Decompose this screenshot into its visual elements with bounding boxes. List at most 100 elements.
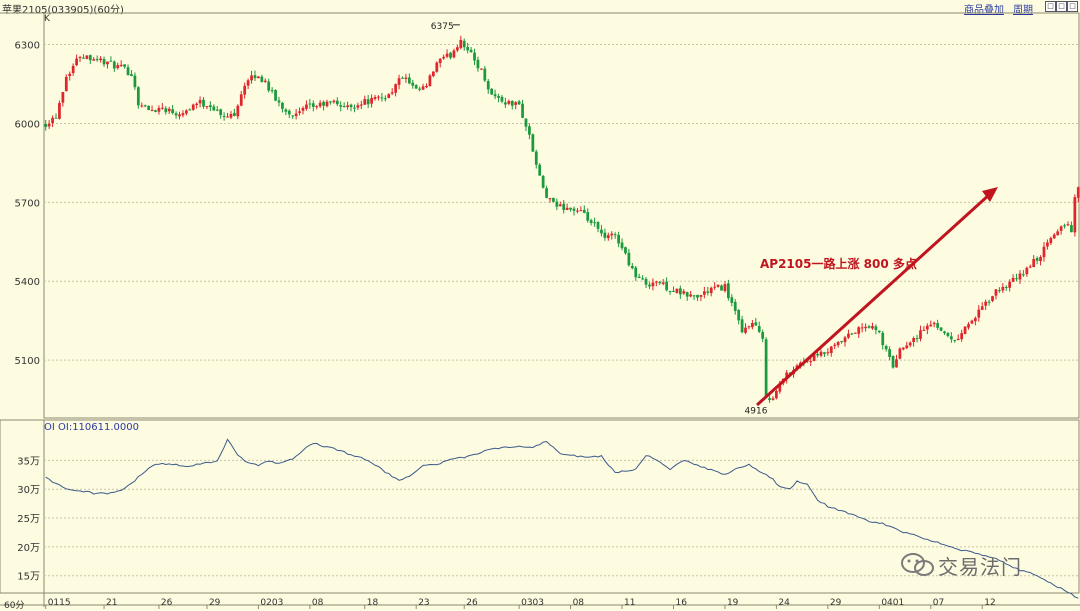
- candle-body: [661, 282, 665, 284]
- candle-body: [706, 291, 710, 293]
- candle-body: [442, 56, 446, 59]
- candle-body: [68, 73, 72, 77]
- candle-body: [497, 96, 500, 98]
- candle-body: [95, 59, 99, 61]
- candle-body: [678, 288, 682, 295]
- candle-body: [284, 109, 288, 112]
- candle-body: [538, 164, 542, 176]
- candle-body: [775, 390, 778, 399]
- candle-body: [174, 113, 178, 116]
- candle-body: [685, 292, 689, 297]
- x-tick-label: 16: [675, 598, 687, 608]
- window-restore-button[interactable]: □: [1045, 1, 1056, 12]
- candle-body: [239, 94, 243, 106]
- candle-body: [160, 107, 164, 109]
- candle-body: [109, 60, 113, 62]
- candle-body: [428, 75, 432, 87]
- candle-body: [654, 281, 658, 283]
- candle-body: [716, 284, 720, 287]
- candle-body: [209, 105, 212, 108]
- candle-body: [754, 322, 758, 326]
- candle-body: [1076, 187, 1080, 198]
- candle-body: [589, 220, 593, 224]
- rally-annotation: AP2105一路上涨 800 多点: [760, 257, 917, 271]
- period-link[interactable]: 周期: [1013, 5, 1033, 16]
- candle-body: [459, 39, 463, 49]
- window-split-button[interactable]: □: [1056, 1, 1067, 12]
- candle-body: [274, 90, 277, 101]
- candle-body: [977, 309, 981, 318]
- candle-body: [528, 126, 531, 135]
- x-tick-label: 0115: [48, 598, 71, 608]
- candle-body: [682, 291, 686, 294]
- candle-body: [778, 383, 782, 392]
- candle-body: [613, 234, 617, 236]
- candle-body: [483, 68, 487, 81]
- candle-body: [301, 108, 305, 111]
- candle-body: [929, 324, 933, 327]
- candle-body: [54, 117, 58, 119]
- candle-body: [407, 77, 411, 84]
- candle-body: [167, 108, 171, 112]
- x-tick-label: 29: [830, 598, 842, 608]
- candle-body: [64, 76, 68, 92]
- candle-body: [322, 101, 325, 106]
- candle-body: [431, 71, 435, 77]
- candle-body: [713, 286, 717, 288]
- candle-body: [960, 333, 964, 340]
- candle-body: [956, 338, 960, 341]
- candle-body: [692, 295, 696, 297]
- candle-body: [253, 75, 257, 79]
- candle-body: [1008, 281, 1012, 288]
- candle-body: [359, 104, 363, 106]
- candle-body: [473, 52, 476, 61]
- candle-body: [147, 105, 151, 110]
- candle-body: [1004, 287, 1008, 289]
- candle-body: [949, 336, 953, 340]
- candle-body: [353, 107, 356, 109]
- overlay-commodity-link[interactable]: 商品叠加: [964, 5, 1004, 16]
- candle-body: [548, 198, 552, 200]
- candle-body: [116, 65, 120, 69]
- candle-body: [130, 74, 133, 76]
- candle-body: [991, 296, 994, 302]
- candle-body: [1042, 246, 1046, 258]
- candle-body: [901, 347, 905, 350]
- candle-body: [672, 290, 675, 292]
- candle-body: [1025, 267, 1029, 275]
- candle-body: [967, 324, 970, 328]
- candle-body: [699, 295, 703, 297]
- candle-body: [486, 81, 490, 90]
- candle-body: [888, 349, 891, 357]
- candle-body: [421, 86, 425, 90]
- window-maximize-button[interactable]: □: [1067, 1, 1078, 12]
- candle-body: [263, 80, 267, 82]
- x-tick-label: 07: [933, 598, 944, 608]
- candle-body: [1015, 278, 1018, 280]
- candle-body: [593, 222, 596, 224]
- candle-body: [998, 290, 1001, 292]
- candle-body: [572, 208, 576, 211]
- oi-ytick-label: 35万: [17, 456, 40, 467]
- candle-body: [1046, 242, 1049, 247]
- candle-body: [150, 109, 154, 111]
- oi-ytick-label: 25万: [17, 514, 40, 525]
- x-tick-label: 0303: [521, 598, 544, 608]
- candle-body: [181, 113, 185, 116]
- candle-body: [764, 339, 768, 398]
- candle-body: [1028, 266, 1032, 268]
- candle-body: [809, 361, 813, 363]
- candle-body: [720, 285, 723, 291]
- kline-ytick-label: 6000: [15, 119, 40, 130]
- candle-body: [723, 284, 727, 292]
- candle-body: [480, 68, 483, 70]
- candle-body: [315, 106, 319, 108]
- candle-body: [325, 101, 329, 107]
- candle-body: [219, 109, 223, 116]
- high-mark-label: 6375: [431, 22, 454, 32]
- candle-body: [874, 326, 878, 331]
- candle-body: [311, 103, 315, 107]
- candle-body: [696, 294, 699, 298]
- candle-body: [689, 294, 693, 297]
- candle-body: [987, 301, 991, 303]
